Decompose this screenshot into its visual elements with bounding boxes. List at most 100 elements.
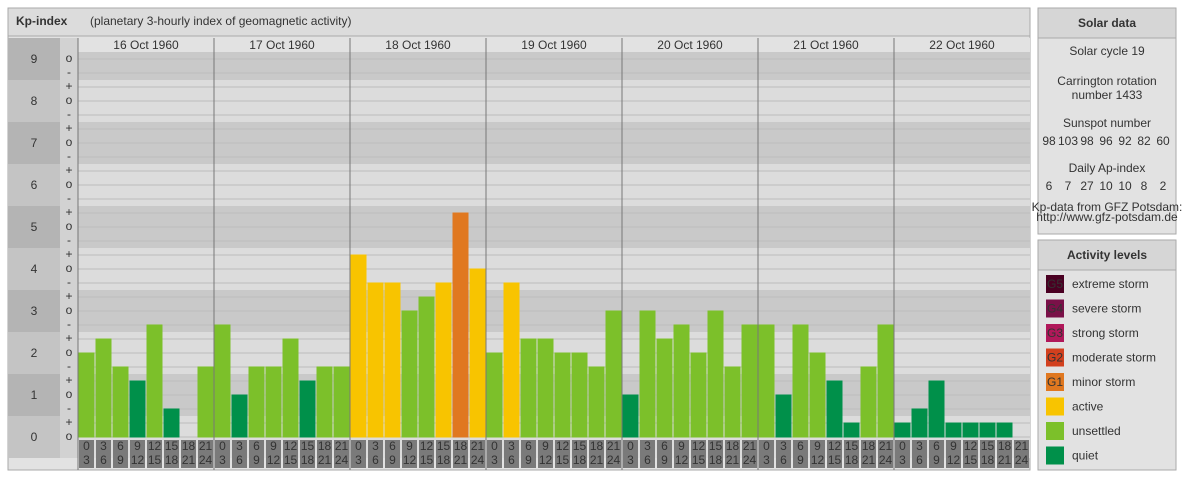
interval-start: 12 <box>964 439 978 453</box>
interval-end: 3 <box>219 453 226 467</box>
interval-box <box>861 440 876 468</box>
interval-start: 3 <box>100 439 107 453</box>
day-label: 18 Oct 1960 <box>385 38 451 52</box>
legend-name: active <box>1072 400 1104 414</box>
interval-box <box>521 440 536 468</box>
interval-box <box>606 440 621 468</box>
interval-end: 12 <box>131 453 145 467</box>
interval-start: 21 <box>335 439 349 453</box>
interval-end: 24 <box>471 453 485 467</box>
bar <box>911 408 928 438</box>
interval-start: 15 <box>845 439 859 453</box>
interval-start: 0 <box>355 439 362 453</box>
ap-values: 10 <box>1118 179 1132 193</box>
interval-end: 18 <box>573 453 587 467</box>
bar <box>299 380 316 438</box>
day-header <box>214 38 350 52</box>
interval-end: 18 <box>301 453 315 467</box>
interval-box <box>419 440 434 468</box>
minor-tick-label: + <box>65 415 72 429</box>
bar <box>78 352 95 438</box>
interval-end: 21 <box>590 453 604 467</box>
interval-box <box>436 440 451 468</box>
interval-end: 3 <box>491 453 498 467</box>
minor-tick-label: + <box>65 247 72 261</box>
ap-values: 6 <box>1046 179 1053 193</box>
y-tick-label: 7 <box>31 136 38 150</box>
minor-column <box>60 38 78 458</box>
interval-end: 9 <box>661 453 668 467</box>
bar <box>724 366 741 438</box>
bar <box>996 422 1013 438</box>
day-header <box>486 38 622 52</box>
legend-swatch <box>1046 299 1064 318</box>
legend-swatch <box>1046 373 1064 391</box>
interval-end: 6 <box>372 453 379 467</box>
minor-tick-label: o <box>66 135 73 149</box>
interval-start: 6 <box>661 439 668 453</box>
bar <box>979 422 996 438</box>
bar <box>537 338 554 438</box>
interval-box <box>691 440 706 468</box>
y-tick-label: 5 <box>31 220 38 234</box>
minor-tick-label: o <box>66 345 73 359</box>
interval-start: 0 <box>83 439 90 453</box>
day-label: 21 Oct 1960 <box>793 38 859 52</box>
minor-tick-label: - <box>67 401 71 415</box>
interval-box <box>895 440 910 468</box>
interval-end: 21 <box>318 453 332 467</box>
interval-box <box>147 440 162 468</box>
legend-swatch <box>1046 422 1064 440</box>
interval-end: 3 <box>627 453 634 467</box>
bar <box>333 366 350 438</box>
tick-band <box>8 80 60 122</box>
interval-box <box>283 440 298 468</box>
minor-tick-label: - <box>67 191 71 205</box>
bar <box>95 338 112 438</box>
interval-end: 15 <box>420 453 434 467</box>
minor-tick-label: - <box>67 359 71 373</box>
interval-end: 24 <box>199 453 213 467</box>
interval-end: 9 <box>525 453 532 467</box>
legend-swatch <box>1046 275 1064 293</box>
interval-box <box>912 440 927 468</box>
sunspot-values: 98 <box>1080 134 1094 148</box>
interval-end: 3 <box>83 453 90 467</box>
interval-start: 21 <box>607 439 621 453</box>
chart-subtitle: (planetary 3-hourly index of geomagnetic… <box>90 14 351 28</box>
interval-box <box>504 440 519 468</box>
bar <box>945 422 962 438</box>
interval-end: 12 <box>539 453 553 467</box>
interval-box <box>844 440 859 468</box>
interval-end: 3 <box>355 453 362 467</box>
interval-end: 6 <box>916 453 923 467</box>
bar <box>928 380 945 438</box>
bar <box>554 352 571 438</box>
interval-start: 18 <box>454 439 468 453</box>
interval-box <box>759 440 774 468</box>
interval-box <box>980 440 995 468</box>
interval-end: 24 <box>743 453 757 467</box>
interval-box <box>351 440 366 468</box>
interval-box <box>402 440 417 468</box>
bar <box>350 254 367 438</box>
interval-start: 15 <box>437 439 451 453</box>
minor-tick-label: o <box>66 261 73 275</box>
interval-end: 21 <box>182 453 196 467</box>
interval-box <box>572 440 587 468</box>
tick-band <box>8 290 60 332</box>
interval-box <box>725 440 740 468</box>
bar <box>962 422 979 438</box>
interval-start: 9 <box>678 439 685 453</box>
interval-end: 6 <box>644 453 651 467</box>
bar <box>367 282 384 438</box>
legend-code: G1 <box>1047 375 1063 389</box>
interval-box <box>623 440 638 468</box>
interval-box <box>708 440 723 468</box>
interval-box <box>589 440 604 468</box>
interval-start: 3 <box>508 439 515 453</box>
interval-start: 18 <box>318 439 332 453</box>
interval-start: 3 <box>236 439 243 453</box>
panel-title: Activity levels <box>1067 248 1147 262</box>
legend-swatch <box>1046 324 1064 342</box>
